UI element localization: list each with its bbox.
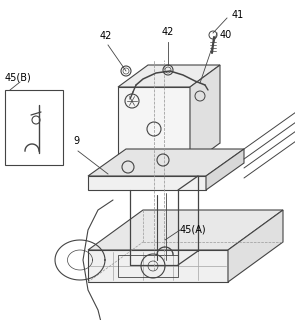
Polygon shape bbox=[190, 65, 220, 165]
Polygon shape bbox=[88, 149, 244, 176]
Text: 9: 9 bbox=[73, 136, 79, 146]
Polygon shape bbox=[206, 149, 244, 190]
Polygon shape bbox=[118, 87, 190, 165]
Text: 45(A): 45(A) bbox=[180, 225, 206, 235]
Polygon shape bbox=[88, 176, 206, 190]
Text: 42: 42 bbox=[162, 27, 174, 37]
Text: 40: 40 bbox=[220, 30, 232, 40]
Polygon shape bbox=[228, 210, 283, 282]
Text: 42: 42 bbox=[100, 31, 112, 41]
Text: 45(B): 45(B) bbox=[5, 72, 32, 82]
Bar bbox=[5, 90, 63, 165]
Polygon shape bbox=[88, 210, 283, 250]
Polygon shape bbox=[88, 250, 228, 282]
Polygon shape bbox=[118, 65, 220, 87]
Text: 41: 41 bbox=[232, 10, 244, 20]
